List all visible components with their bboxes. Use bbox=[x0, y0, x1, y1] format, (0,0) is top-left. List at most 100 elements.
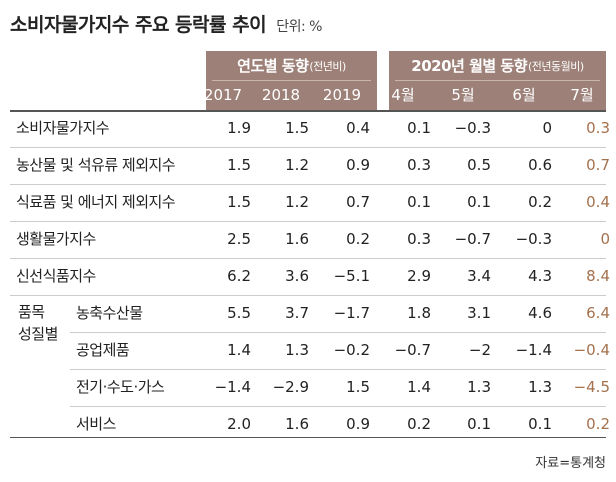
cell-value: 0.3 bbox=[407, 230, 431, 248]
cell-value: −0.4 bbox=[573, 341, 610, 359]
column-header-4: 5월 bbox=[451, 86, 475, 104]
cell-value: 0.3 bbox=[407, 156, 431, 174]
cell-value: −1.4 bbox=[214, 378, 251, 396]
cell-value: 0.7 bbox=[346, 193, 370, 211]
cell-value: 1.6 bbox=[285, 230, 309, 248]
cell-value: 0.4 bbox=[346, 119, 370, 137]
cell-value: 3.7 bbox=[285, 304, 309, 322]
cell-value: 0.3 bbox=[586, 119, 610, 137]
table-bottom-line bbox=[10, 437, 606, 438]
column-header-6: 7월 bbox=[570, 86, 594, 104]
row-label: 소비자물가지수 bbox=[16, 119, 110, 137]
group-label-line1: 품목 bbox=[18, 303, 45, 321]
cell-value: 0.1 bbox=[467, 415, 491, 433]
cell-value: 2.9 bbox=[407, 267, 431, 285]
header-group-monthly: 2020년 월별 동향 (전년동월비) bbox=[389, 51, 606, 80]
table-row: 생활물가지수 2.5 1.6 0.2 0.3 −0.7 −0.3 0 bbox=[10, 221, 610, 259]
header-group-monthly-sub: (전년동월비) bbox=[528, 59, 584, 73]
cell-value: 0 bbox=[600, 230, 610, 248]
cell-value: 4.3 bbox=[528, 267, 552, 285]
cell-value: −1.7 bbox=[333, 304, 370, 322]
cell-value: 0.9 bbox=[346, 156, 370, 174]
cell-value: 0.6 bbox=[528, 156, 552, 174]
row-label: 농산물 및 석유류 제외지수 bbox=[16, 156, 176, 174]
cell-value: 2.5 bbox=[227, 230, 251, 248]
group-label-line2: 성질별 bbox=[18, 325, 58, 343]
cell-value: −5.1 bbox=[333, 267, 370, 285]
table-top-line bbox=[10, 110, 606, 112]
cell-value: 1.5 bbox=[285, 119, 309, 137]
cell-value: −2 bbox=[468, 341, 491, 359]
header-divider-yearly bbox=[212, 80, 371, 81]
table-row: 서비스 2.0 1.6 0.9 0.2 0.1 0.1 0.2 bbox=[10, 406, 610, 443]
cell-value: 1.2 bbox=[285, 156, 309, 174]
title-text: 소비자물가지수 주요 등락률 추이 bbox=[10, 14, 267, 36]
cell-value: 0.1 bbox=[407, 119, 431, 137]
cell-value: −0.3 bbox=[454, 119, 491, 137]
row-label: 생활물가지수 bbox=[16, 230, 96, 248]
column-header-5: 6월 bbox=[512, 86, 536, 104]
cell-value: 0.1 bbox=[467, 193, 491, 211]
cell-value: −0.7 bbox=[394, 341, 431, 359]
cell-value: −4.5 bbox=[573, 378, 610, 396]
cell-value: 0.9 bbox=[346, 415, 370, 433]
cell-value: 1.9 bbox=[227, 119, 251, 137]
table-row: 신선식품지수 6.2 3.6 −5.1 2.9 3.4 4.3 8.4 bbox=[10, 258, 610, 296]
cell-value: 6.2 bbox=[227, 267, 251, 285]
group-row-divider bbox=[70, 406, 606, 407]
cell-value: 1.6 bbox=[285, 415, 309, 433]
cell-value: 8.4 bbox=[586, 267, 610, 285]
cell-value: 1.2 bbox=[285, 193, 309, 211]
row-label: 공업제품 bbox=[76, 341, 130, 359]
unit-label: 단위: % bbox=[276, 19, 322, 35]
cell-value: 0.2 bbox=[407, 415, 431, 433]
cell-value: 1.3 bbox=[467, 378, 491, 396]
column-header-0: 2017 bbox=[203, 86, 243, 104]
table-row: 농산물 및 석유류 제외지수 1.5 1.2 0.9 0.3 0.5 0.6 0.7 bbox=[10, 147, 610, 185]
row-label: 식료품 및 에너지 제외지수 bbox=[16, 193, 176, 211]
cell-value: −0.2 bbox=[333, 341, 370, 359]
cell-value: 1.4 bbox=[407, 378, 431, 396]
column-header-3: 4월 bbox=[391, 86, 415, 104]
header-group-yearly-label: 연도별 동향 bbox=[237, 57, 309, 75]
column-header-1: 2018 bbox=[261, 86, 301, 104]
header-group-yearly-sub: (전년비) bbox=[309, 59, 346, 73]
cell-value: 1.5 bbox=[227, 156, 251, 174]
cell-value: 0.7 bbox=[586, 156, 610, 174]
cell-value: 2.0 bbox=[227, 415, 251, 433]
cell-value: 1.3 bbox=[528, 378, 552, 396]
cell-value: 0.4 bbox=[586, 193, 610, 211]
cell-value: 0.1 bbox=[528, 415, 552, 433]
cell-value: −1.4 bbox=[515, 341, 552, 359]
cell-value: 0.1 bbox=[407, 193, 431, 211]
cell-value: 0.2 bbox=[528, 193, 552, 211]
cell-value: 4.6 bbox=[528, 304, 552, 322]
group-row-divider bbox=[70, 332, 606, 333]
header-group-yearly: 연도별 동향 (전년비) bbox=[206, 51, 377, 80]
cell-value: 0.5 bbox=[467, 156, 491, 174]
header-group-monthly-label: 2020년 월별 동향 bbox=[411, 57, 527, 75]
row-label: 농축수산물 bbox=[76, 304, 143, 322]
chart-title: 소비자물가지수 주요 등락률 추이 단위: % bbox=[10, 10, 322, 37]
cell-value: 0 bbox=[542, 119, 552, 137]
cell-value: −0.3 bbox=[515, 230, 552, 248]
cell-value: 6.4 bbox=[586, 304, 610, 322]
cell-value: 0.2 bbox=[586, 415, 610, 433]
cell-value: 0.2 bbox=[346, 230, 370, 248]
cell-value: 1.3 bbox=[285, 341, 309, 359]
cell-value: −0.7 bbox=[454, 230, 491, 248]
row-label: 전기·수도·가스 bbox=[76, 378, 165, 396]
table-row: 소비자물가지수 1.9 1.5 0.4 0.1 −0.3 0 0.3 bbox=[10, 110, 610, 148]
header-years-monthly bbox=[389, 80, 606, 110]
table-row: 농축수산물 5.5 3.7 −1.7 1.8 3.1 4.6 6.4 bbox=[10, 295, 610, 332]
row-label: 서비스 bbox=[76, 415, 116, 433]
cell-value: −2.9 bbox=[272, 378, 309, 396]
header-years-yearly bbox=[206, 80, 377, 110]
cell-value: 1.4 bbox=[227, 341, 251, 359]
row-label: 신선식품지수 bbox=[16, 267, 96, 285]
cell-value: 3.1 bbox=[467, 304, 491, 322]
table-row: 식료품 및 에너지 제외지수 1.5 1.2 0.7 0.1 0.1 0.2 0.4 bbox=[10, 184, 610, 222]
cell-value: 1.8 bbox=[407, 304, 431, 322]
cell-value: 3.6 bbox=[285, 267, 309, 285]
table-row: 전기·수도·가스 −1.4 −2.9 1.5 1.4 1.3 1.3 −4.5 bbox=[10, 369, 610, 406]
